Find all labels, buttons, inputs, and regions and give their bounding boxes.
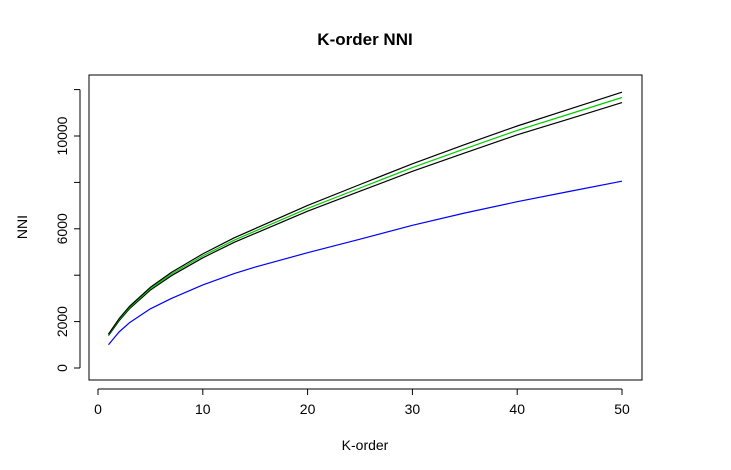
x-ticks: 0 10 20 30 40 50 (94, 389, 630, 417)
x-axis-label: K-order (342, 437, 389, 453)
series-line-4 (108, 91, 623, 335)
plot-frame (88, 74, 643, 381)
series-group (108, 91, 623, 346)
x-tick-label: 20 (300, 401, 316, 417)
y-tick-label: 10000 (54, 116, 70, 155)
x-tick-label: 10 (195, 401, 211, 417)
x-tick-label: 50 (614, 401, 630, 417)
chart-title: K-order NNI (317, 30, 412, 49)
y-ticks: 0 2000 6000 10000 (54, 89, 80, 372)
series-line-3 (108, 96, 623, 336)
x-tick-label: 30 (405, 401, 421, 417)
y-tick-label: 2000 (54, 306, 70, 337)
y-tick-label: 0 (54, 364, 70, 372)
y-tick-label: 6000 (54, 213, 70, 244)
x-tick-label: 40 (509, 401, 525, 417)
y-axis-label: NNI (14, 215, 30, 239)
x-tick-label: 0 (94, 401, 102, 417)
series-line-1 (108, 180, 623, 346)
series-line-2 (108, 102, 623, 336)
